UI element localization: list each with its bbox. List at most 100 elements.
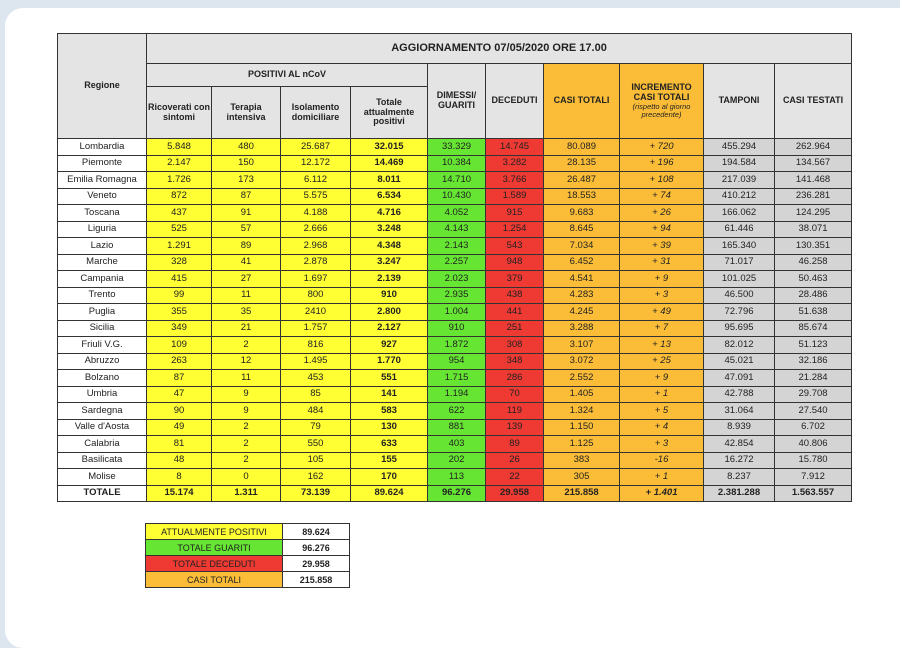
- cell-region: Toscana: [57, 204, 147, 222]
- cell-casi-testati: 27.540: [773, 402, 853, 420]
- cell-incremento: + 49: [619, 303, 704, 321]
- cell-totale-positivi: 32.015: [350, 138, 428, 156]
- table-row: Veneto 872 87 5.575 6.534 10.430 1.589 18.553 + …: [57, 187, 853, 205]
- summary-row: CASI TOTALI 215.858: [145, 571, 350, 588]
- summary-table: ATTUALMENTE POSITIVI 89.624 TOTALE GUARITI…: [145, 523, 350, 588]
- cell-isolamento: 25.687: [280, 138, 351, 156]
- cell-incremento: + 5: [619, 402, 704, 420]
- cell-deceduti: 251: [485, 319, 544, 337]
- cell-ricoverati: 87: [146, 369, 212, 387]
- cell-tamponi: 455.294: [703, 138, 775, 156]
- cell-deceduti: 438: [485, 286, 544, 304]
- table-row: Emilia Romagna 1.726 173 6.112 8.011 14.710 3.…: [57, 171, 853, 189]
- cell-region: Bolzano: [57, 369, 147, 387]
- cell-dimessi: 1.004: [427, 303, 486, 321]
- cell-totale-positivi: 3.248: [350, 220, 428, 238]
- cell-region: Abruzzo: [57, 352, 147, 370]
- cell-incremento: + 4: [619, 418, 704, 436]
- cell-deceduti: 441: [485, 303, 544, 321]
- cell-totale-positivi: 155: [350, 451, 428, 469]
- cell-terapia: 11: [211, 369, 281, 387]
- table-row: Liguria 525 57 2.666 3.248 4.143 1.254 8.645 + 9…: [57, 220, 853, 238]
- header-terapia: Terapia intensiva: [211, 86, 281, 139]
- cell-totale-positivi: 141: [350, 385, 428, 403]
- cell-deceduti: 915: [485, 204, 544, 222]
- cell-deceduti: 543: [485, 237, 544, 255]
- cell-casi-testati: 21.284: [773, 369, 853, 387]
- cell-totale-positivi: 927: [350, 336, 428, 354]
- cell-casi-testati: 40.806: [773, 435, 853, 453]
- cell-region: Emilia Romagna: [57, 171, 147, 189]
- summary-label: TOTALE DECEDUTI: [145, 555, 283, 572]
- cell-terapia: 12: [211, 352, 281, 370]
- cell-region: Puglia: [57, 303, 147, 321]
- cell-dimessi: 2.257: [427, 253, 486, 271]
- cell-casi-totali: 4.245: [543, 303, 620, 321]
- cell-dimessi: 2.023: [427, 270, 486, 288]
- cell-casi-totali: 2.552: [543, 369, 620, 387]
- cell-casi-testati: 32.186: [773, 352, 853, 370]
- table-row: Umbria 47 9 85 141 1.194 70 1.405 + 1 42.788 29.70…: [57, 385, 853, 403]
- cell-incremento: + 1: [619, 468, 704, 486]
- cell-casi-totali: 1.150: [543, 418, 620, 436]
- cell-tamponi: 61.446: [703, 220, 775, 238]
- cell-casi-testati: 50.463: [773, 270, 853, 288]
- cell-casi-totali: 6.452: [543, 253, 620, 271]
- cell-ricoverati: 49: [146, 418, 212, 436]
- cell-isolamento: 484: [280, 402, 351, 420]
- header-ricoverati: Ricoverati con sintomi: [146, 86, 212, 139]
- cell-tamponi: 194.584: [703, 154, 775, 172]
- header-casi-testati: CASI TESTATI: [773, 63, 853, 139]
- cell-terapia: 1.311: [211, 484, 281, 502]
- cell-isolamento: 2.968: [280, 237, 351, 255]
- incremento-note: (rispetto al giorno precedente): [632, 101, 691, 119]
- table-row: Sardegna 90 9 484 583 622 119 1.324 + 5 31.064 27.…: [57, 402, 853, 420]
- cell-terapia: 2: [211, 451, 281, 469]
- cell-dimessi: 622: [427, 402, 486, 420]
- cell-dimessi: 1.715: [427, 369, 486, 387]
- cell-incremento: + 3: [619, 286, 704, 304]
- cell-totale-positivi: 3.247: [350, 253, 428, 271]
- cell-casi-testati: 51.123: [773, 336, 853, 354]
- cell-casi-totali: 80.089: [543, 138, 620, 156]
- cell-casi-testati: 124.295: [773, 204, 853, 222]
- cell-dimessi: 1.194: [427, 385, 486, 403]
- cell-casi-testati: 85.674: [773, 319, 853, 337]
- cell-ricoverati: 872: [146, 187, 212, 205]
- cell-casi-totali: 26.487: [543, 171, 620, 189]
- cell-ricoverati: 355: [146, 303, 212, 321]
- cell-dimessi: 881: [427, 418, 486, 436]
- cell-tamponi: 72.796: [703, 303, 775, 321]
- cell-region: Piemonte: [57, 154, 147, 172]
- cell-casi-testati: 28.486: [773, 286, 853, 304]
- cell-terapia: 2: [211, 336, 281, 354]
- summary-label: TOTALE GUARITI: [145, 539, 283, 556]
- cell-dimessi: 33.329: [427, 138, 486, 156]
- cell-isolamento: 550: [280, 435, 351, 453]
- cell-terapia: 27: [211, 270, 281, 288]
- cell-terapia: 89: [211, 237, 281, 255]
- cell-terapia: 150: [211, 154, 281, 172]
- cell-terapia: 9: [211, 402, 281, 420]
- cell-deceduti: 14.745: [485, 138, 544, 156]
- cell-isolamento: 816: [280, 336, 351, 354]
- cell-casi-totali: 8.645: [543, 220, 620, 238]
- cell-casi-totali: 383: [543, 451, 620, 469]
- cell-casi-totali: 215.858: [543, 484, 620, 502]
- cell-tamponi: 71.017: [703, 253, 775, 271]
- cell-region: Veneto: [57, 187, 147, 205]
- cell-incremento: + 26: [619, 204, 704, 222]
- table-row: Friuli V.G. 109 2 816 927 1.872 308 3.107 + 13 82…: [57, 336, 853, 354]
- cell-region: Friuli V.G.: [57, 336, 147, 354]
- table-row: Piemonte 2.147 150 12.172 14.469 10.384 3.282 2…: [57, 154, 853, 172]
- cell-terapia: 9: [211, 385, 281, 403]
- header-dimessi: DIMESSI/ GUARITI: [427, 63, 486, 139]
- cell-region: Lazio: [57, 237, 147, 255]
- cell-totale-positivi: 633: [350, 435, 428, 453]
- cell-casi-testati: 51.638: [773, 303, 853, 321]
- cell-region: Calabria: [57, 435, 147, 453]
- cell-terapia: 0: [211, 468, 281, 486]
- cell-casi-totali: 18.553: [543, 187, 620, 205]
- cell-incremento: + 9: [619, 369, 704, 387]
- cell-incremento: + 7: [619, 319, 704, 337]
